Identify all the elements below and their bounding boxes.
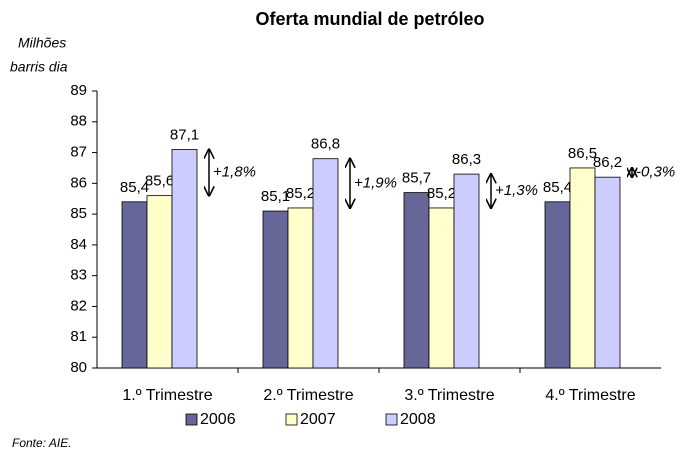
y-axis-label: barris dia xyxy=(10,59,68,75)
value-label: 86,2 xyxy=(593,154,622,171)
annotation: +1,9% xyxy=(354,174,397,191)
y-tick-label: 89 xyxy=(70,82,87,99)
value-label: 86,3 xyxy=(452,151,481,168)
value-label: 85,7 xyxy=(402,170,431,187)
y-tick-label: 84 xyxy=(70,236,87,253)
bar xyxy=(594,176,621,369)
bar xyxy=(262,210,289,369)
y-tick-label: 86 xyxy=(70,174,87,191)
legend-swatch xyxy=(185,413,198,426)
value-label: 85,1 xyxy=(261,188,290,205)
annotation: +1,3% xyxy=(495,182,538,199)
bar xyxy=(312,158,339,369)
legend-swatch xyxy=(385,413,398,426)
value-label: 85,4 xyxy=(120,179,149,196)
annotation: -0,3% xyxy=(636,164,675,181)
bar xyxy=(569,167,596,369)
y-tick-label: 87 xyxy=(70,144,87,161)
source: Fonte: AIE. xyxy=(12,436,72,450)
bar xyxy=(428,207,455,369)
x-tick-label: 4.º Trimestre xyxy=(545,387,635,404)
value-label: 85,4 xyxy=(543,179,572,196)
bar xyxy=(121,201,148,369)
x-tick-label: 2.º Trimestre xyxy=(263,387,353,404)
bar xyxy=(544,201,571,369)
bar xyxy=(146,195,173,369)
bar xyxy=(453,173,480,369)
value-label: 86,8 xyxy=(311,136,340,153)
value-label: 87,1 xyxy=(170,126,199,143)
bar xyxy=(287,207,314,369)
y-tick-label: 82 xyxy=(70,297,87,314)
legend-label: 2006 xyxy=(200,411,236,428)
y-tick-label: 83 xyxy=(70,267,87,284)
y-tick-label: 81 xyxy=(70,328,87,345)
value-label: 85,2 xyxy=(286,185,315,202)
chart-title: Oferta mundial de petróleo xyxy=(255,9,484,29)
value-label: 85,6 xyxy=(145,173,174,190)
y-axis-label: Milhões xyxy=(18,35,66,51)
x-tick-label: 1.º Trimestre xyxy=(122,387,212,404)
value-label: 86,5 xyxy=(568,145,597,162)
legend-swatch xyxy=(285,413,298,426)
value-label: 85,2 xyxy=(427,185,456,202)
y-tick-label: 80 xyxy=(70,359,87,376)
x-tick-label: 3.º Trimestre xyxy=(404,387,494,404)
bar xyxy=(171,149,198,369)
y-tick-label: 88 xyxy=(70,113,87,130)
bar xyxy=(403,192,430,369)
legend-label: 2007 xyxy=(300,411,336,428)
y-tick-label: 85 xyxy=(70,205,87,222)
annotation: +1,8% xyxy=(213,164,256,181)
legend-label: 2008 xyxy=(400,411,436,428)
